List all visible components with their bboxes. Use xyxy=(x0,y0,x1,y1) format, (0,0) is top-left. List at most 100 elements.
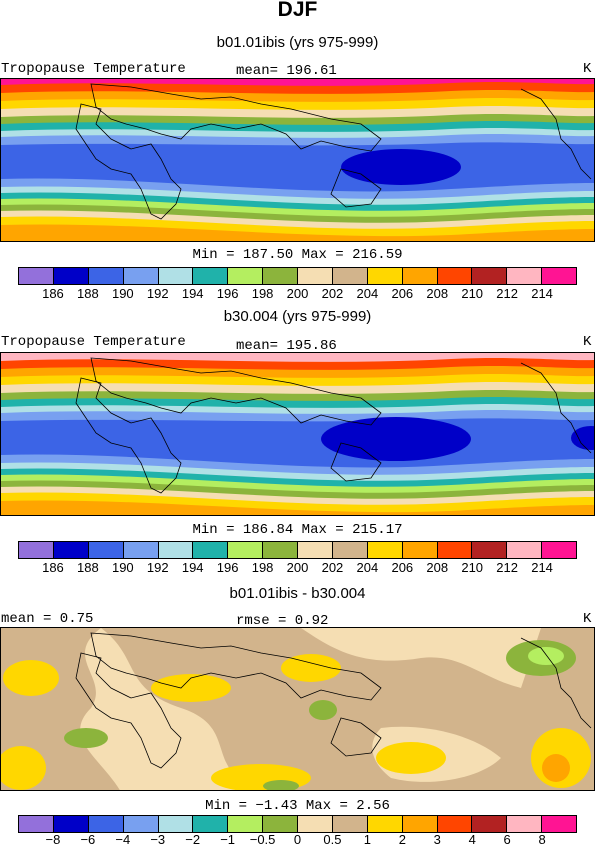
colorbar-swatch xyxy=(402,816,438,832)
colorbar-tick-label: 186 xyxy=(42,560,64,575)
colorbar-swatch xyxy=(437,816,473,832)
colorbar-tick-label: 198 xyxy=(251,560,274,575)
colorbar-tick-label: 200 xyxy=(286,560,309,575)
colorbar-swatch xyxy=(53,816,89,832)
colorbar-tick-label: 190 xyxy=(111,560,134,575)
colorbar-tick-label: 0 xyxy=(293,832,302,847)
panel-1-subtitle: b01.01ibis (yrs 975-999) xyxy=(216,34,379,51)
colorbar-tick-label: −2 xyxy=(185,832,201,847)
colorbar-swatch xyxy=(228,816,264,832)
colorbar-swatch xyxy=(332,542,368,558)
panel-2-map-svg xyxy=(1,353,594,515)
p2-warm-pool-minimum xyxy=(321,417,471,461)
colorbar-swatch xyxy=(193,268,229,284)
panel-2-minmax: Min = 186.84 Max = 215.17 xyxy=(192,522,403,538)
colorbar-tick-label: 192 xyxy=(146,560,169,575)
p3-green-d xyxy=(528,647,564,665)
p3-light-region-a xyxy=(80,628,257,790)
colorbar-tick-label: 214 xyxy=(531,560,553,575)
panel-2-variable-label: Tropopause Temperature xyxy=(1,334,186,350)
p1-warm-pool-minimum xyxy=(341,149,461,185)
panel-3-units-label: K xyxy=(583,611,592,627)
colorbar-swatch xyxy=(88,542,124,558)
panel-1-colorbar-ticks: 186 188 190 192 194 196 198 200 202 204 206 208 210 2… xyxy=(18,286,577,304)
panel-3-mean-label: mean = 0.75 xyxy=(1,611,94,627)
panel-2-map xyxy=(0,352,595,516)
p2-coastlines xyxy=(75,357,592,494)
colorbar-swatch xyxy=(472,268,508,284)
figure-title: DJF xyxy=(277,0,318,21)
colorbar-tick-label: −0.5 xyxy=(249,832,276,847)
colorbar-tick-label: −3 xyxy=(150,832,166,847)
colorbar-tick-label: 190 xyxy=(111,286,134,301)
panel-3-colorbar xyxy=(18,815,577,833)
colorbar-tick-label: 212 xyxy=(496,286,518,301)
colorbar-tick-label: 202 xyxy=(321,286,344,301)
colorbar-tick-label: −8 xyxy=(45,832,61,847)
colorbar-swatch xyxy=(263,816,298,832)
colorbar-tick-label: 210 xyxy=(461,560,484,575)
colorbar-swatch xyxy=(507,268,543,284)
p3-orange-max xyxy=(542,754,570,782)
p3-coastlines xyxy=(75,632,592,769)
colorbar-tick-label: 210 xyxy=(461,286,484,301)
colorbar-tick-label: 202 xyxy=(321,560,344,575)
p3-yellow-c xyxy=(1,746,46,790)
p1-band-q xyxy=(1,224,594,241)
colorbar-swatch xyxy=(88,816,124,832)
colorbar-swatch xyxy=(332,816,368,832)
panel-2-mean-label: mean= 195.86 xyxy=(236,338,337,354)
colorbar-swatch xyxy=(367,268,403,284)
panel-1-mean-label: mean= 196.61 xyxy=(236,63,337,79)
colorbar-swatch xyxy=(332,268,368,284)
panel-3-colorbar-ticks: −8 −6 −4 −3 −2 −1 −0.5 0 0.5 1 2 3 4 6 8 xyxy=(18,832,577,850)
p3-yellow-g xyxy=(281,654,341,682)
colorbar-tick-label: 188 xyxy=(77,560,99,575)
panel-3-rmse-label: rmse = 0.92 xyxy=(236,613,329,629)
p3-yellow-b xyxy=(151,674,231,702)
colorbar-tick-label: 196 xyxy=(216,286,239,301)
colorbar-tick-label: 194 xyxy=(181,286,204,301)
colorbar-swatch xyxy=(437,268,473,284)
colorbar-swatch xyxy=(542,268,576,284)
colorbar-swatch xyxy=(263,268,298,284)
colorbar-swatch xyxy=(367,816,403,832)
colorbar-tick-label: 1 xyxy=(363,832,371,847)
panel-1-map-svg xyxy=(1,79,594,241)
colorbar-swatch xyxy=(472,816,508,832)
panel-1-colorbar xyxy=(18,267,577,285)
colorbar-tick-label: 186 xyxy=(42,286,64,301)
colorbar-swatch xyxy=(158,268,194,284)
colorbar-swatch xyxy=(367,542,403,558)
colorbar-swatch xyxy=(298,268,333,284)
colorbar-swatch xyxy=(19,542,54,558)
colorbar-swatch xyxy=(402,542,438,558)
colorbar-swatch xyxy=(228,268,264,284)
colorbar-tick-label: 4 xyxy=(468,832,476,847)
colorbar-tick-label: 192 xyxy=(146,286,169,301)
p3-green-e xyxy=(263,780,299,790)
p1-coastlines xyxy=(75,83,592,220)
p3-green-a xyxy=(64,728,108,748)
colorbar-tick-label: 208 xyxy=(426,286,449,301)
colorbar-swatch xyxy=(19,816,54,832)
colorbar-tick-label: 188 xyxy=(77,286,99,301)
colorbar-swatch xyxy=(123,268,159,284)
colorbar-swatch xyxy=(158,542,194,558)
colorbar-tick-label: 208 xyxy=(426,560,449,575)
colorbar-tick-label: 194 xyxy=(181,560,204,575)
panel-2-units-label: K xyxy=(583,334,592,350)
colorbar-tick-label: 8 xyxy=(538,832,546,847)
colorbar-swatch xyxy=(542,542,576,558)
p2-band-q xyxy=(1,500,594,515)
colorbar-swatch xyxy=(19,268,54,284)
colorbar-swatch xyxy=(88,268,124,284)
colorbar-tick-label: 196 xyxy=(216,560,239,575)
panel-3-map xyxy=(0,627,595,791)
colorbar-tick-label: 204 xyxy=(356,560,379,575)
colorbar-swatch xyxy=(193,816,229,832)
colorbar-swatch xyxy=(507,816,543,832)
p3-light-region-b xyxy=(301,628,541,688)
colorbar-swatch xyxy=(158,816,194,832)
p3-yellow-e xyxy=(376,742,446,774)
